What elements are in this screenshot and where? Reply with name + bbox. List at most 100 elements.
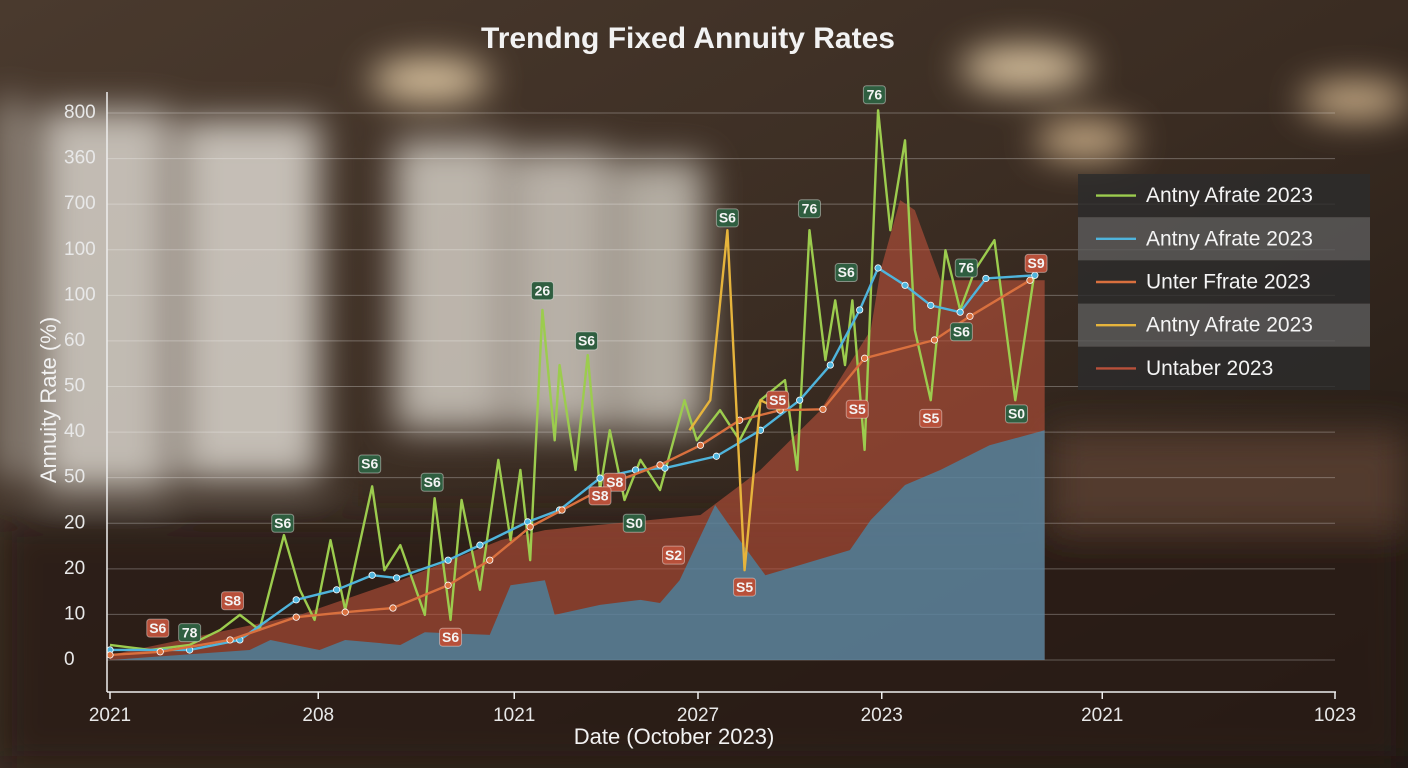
point	[796, 396, 804, 404]
point	[712, 452, 720, 460]
y-axis-label: Annuity Rate (%)	[36, 317, 61, 483]
area	[110, 430, 1045, 660]
point	[444, 556, 452, 564]
annotation-badge	[845, 399, 869, 419]
annotation-label: S6	[361, 456, 378, 472]
x-tick-label: 2023	[861, 705, 903, 726]
annotation-label: S6	[149, 620, 166, 636]
annotation-badge	[797, 199, 821, 219]
annotation-badge	[862, 85, 886, 105]
annotation-badge	[603, 472, 627, 492]
point	[966, 312, 974, 320]
annotation-label: 76	[958, 260, 974, 276]
y-tick-label: 10	[64, 603, 85, 624]
y-tick-label: 100	[64, 239, 96, 260]
annotation-badge	[715, 208, 739, 228]
annotation-label: S5	[769, 392, 786, 408]
point	[333, 586, 341, 594]
annotation-label: 76	[867, 86, 883, 102]
point	[826, 361, 834, 369]
annotation-label: S8	[591, 488, 608, 504]
point	[292, 596, 300, 604]
legend-label: Antny Afrate 2023	[1146, 184, 1313, 207]
annotation-badge	[575, 331, 599, 351]
y-tick-label: 40	[64, 421, 85, 442]
annotation-label: 26	[535, 282, 551, 298]
y-tick-label: 700	[64, 193, 96, 214]
annotation-label: 78	[182, 624, 198, 640]
point	[393, 574, 401, 582]
point	[860, 354, 869, 362]
annotation-label: S6	[719, 210, 736, 226]
annotation-label: S5	[922, 410, 939, 426]
annotation-badge	[662, 545, 685, 565]
annotation-badge	[588, 486, 612, 506]
legend: Antny Afrate 2023 Antny Afrate 2023 Unter …	[1078, 174, 1370, 390]
annotation-badge	[530, 281, 554, 301]
annotation-label: S6	[442, 629, 459, 645]
annotation-badge	[622, 513, 646, 533]
point	[901, 281, 909, 289]
point	[558, 506, 566, 514]
annotation-badge	[1024, 253, 1048, 273]
annotation-badge	[146, 618, 170, 638]
legend-label: Untaber 2023	[1146, 357, 1273, 380]
point	[368, 571, 376, 579]
annotation-badge	[766, 390, 790, 410]
y-tick-label: 800	[64, 102, 96, 123]
y-tick-label: 0	[64, 649, 75, 670]
point	[476, 541, 484, 549]
annotation-badge	[271, 513, 295, 533]
y-tick-label: 60	[64, 330, 85, 351]
point	[856, 306, 864, 314]
annotation-badge	[733, 577, 757, 597]
point	[696, 441, 705, 449]
point	[956, 308, 964, 316]
annotation-label: S6	[578, 333, 595, 349]
annotation-label: S0	[1008, 406, 1025, 422]
point	[930, 336, 939, 344]
point	[874, 264, 882, 272]
point	[661, 464, 669, 472]
y-tick-label: 20	[64, 558, 85, 579]
point	[486, 556, 494, 564]
axes: 0 10 20 20 50 40 50 60 100 100 700 360 800 2021 208 102…	[64, 92, 1356, 726]
annotation-badge	[919, 408, 943, 428]
annotation-label: S0	[626, 515, 643, 531]
area	[110, 200, 1045, 661]
annotation-badge	[420, 472, 444, 492]
point	[292, 613, 300, 621]
annotation-label: S2	[665, 547, 682, 563]
x-axis-label: Date (October 2023)	[574, 724, 775, 749]
x-tick-label: 2021	[1081, 705, 1123, 726]
line	[688, 228, 781, 572]
annotation-label: S6	[838, 264, 855, 280]
annotation-label: 76	[802, 200, 818, 216]
x-tick-label: 208	[302, 705, 334, 726]
legend-label: Unter Ffrate 2023	[1146, 271, 1311, 294]
annotation-label: S6	[274, 515, 291, 531]
y-tick-label: 50	[64, 467, 85, 488]
point	[1026, 276, 1034, 284]
point	[389, 604, 397, 612]
legend-label: Antny Afrate 2023	[1146, 314, 1313, 337]
point	[656, 461, 664, 469]
annotation-label: S6	[953, 324, 970, 340]
chart-title: Trendng Fixed Annuity Rates	[481, 22, 895, 55]
point	[341, 608, 349, 616]
annotation-badge	[221, 591, 244, 611]
areas	[110, 200, 1045, 661]
point	[927, 301, 935, 309]
y-tick-label: 100	[64, 284, 96, 305]
x-tick-label: 1023	[1314, 705, 1356, 726]
point	[106, 651, 114, 659]
annotation-badge	[954, 258, 978, 278]
point	[444, 581, 452, 589]
point	[226, 636, 234, 644]
annotation-label: S8	[224, 592, 241, 608]
x-tick-label: 2021	[89, 705, 131, 726]
point	[596, 474, 604, 482]
